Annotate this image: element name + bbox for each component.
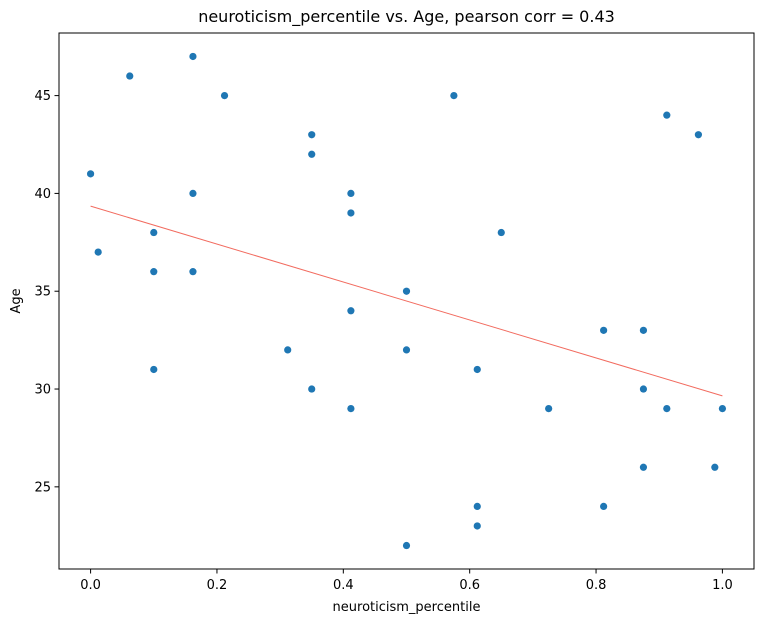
chart-title: neuroticism_percentile vs. Age, pearson … — [198, 7, 615, 27]
plot-frame — [58, 32, 755, 570]
data-point-11 — [308, 131, 316, 139]
trend-line — [90, 205, 723, 397]
y-axis-label: Age — [9, 288, 24, 313]
data-point-32 — [663, 111, 671, 119]
data-point-23 — [473, 502, 481, 511]
data-point-25 — [497, 228, 505, 237]
data-point-2 — [126, 72, 134, 80]
data-point-26 — [545, 404, 553, 413]
data-point-1 — [94, 248, 102, 256]
x-tick-label-2: 0.4 — [333, 578, 354, 593]
x-tick-label-5: 1.0 — [712, 578, 733, 593]
data-point-15 — [347, 209, 355, 217]
data-point-24 — [473, 522, 481, 530]
data-point-5 — [150, 365, 158, 374]
data-point-20 — [402, 541, 411, 550]
data-point-12 — [308, 150, 316, 158]
data-point-34 — [694, 131, 703, 139]
data-point-27 — [600, 326, 608, 334]
data-point-22 — [473, 365, 481, 374]
plot-layer: 0.0 0.2 0.4 0.6 0.8 1.0 25 30 35 40 45 — [34, 32, 755, 593]
x-axis-label: neuroticism_percentile — [333, 600, 481, 615]
y-tick-label-2: 35 — [34, 285, 51, 300]
data-point-29 — [639, 326, 648, 334]
x-tick-label-1: 0.2 — [207, 578, 228, 593]
x-tick-label-3: 0.6 — [459, 578, 480, 593]
data-point-35 — [711, 463, 719, 471]
x-tick-label-4: 0.8 — [586, 578, 607, 593]
y-tick-label-3: 40 — [34, 187, 51, 202]
y-tick-label-1: 30 — [34, 383, 51, 398]
data-point-13 — [308, 385, 316, 393]
y-tick-label-4: 45 — [34, 89, 51, 104]
data-point-8 — [189, 268, 197, 276]
data-point-14 — [347, 189, 355, 198]
data-point-21 — [450, 91, 458, 100]
data-point-18 — [402, 287, 411, 295]
data-point-4 — [150, 268, 158, 276]
data-point-10 — [284, 346, 292, 354]
data-point-16 — [347, 307, 355, 315]
data-point-0 — [86, 170, 95, 178]
data-point-17 — [347, 404, 355, 413]
data-point-30 — [639, 385, 648, 393]
data-point-33 — [663, 404, 671, 413]
data-point-9 — [220, 91, 229, 100]
x-tick-label-0: 0.0 — [80, 578, 101, 593]
data-point-7 — [189, 189, 197, 198]
data-point-36 — [718, 404, 727, 413]
y-tick-label-0: 25 — [34, 480, 51, 495]
data-point-28 — [600, 502, 608, 511]
data-point-31 — [639, 463, 648, 471]
data-point-3 — [150, 228, 158, 237]
data-point-19 — [402, 346, 411, 354]
data-point-6 — [189, 52, 197, 61]
